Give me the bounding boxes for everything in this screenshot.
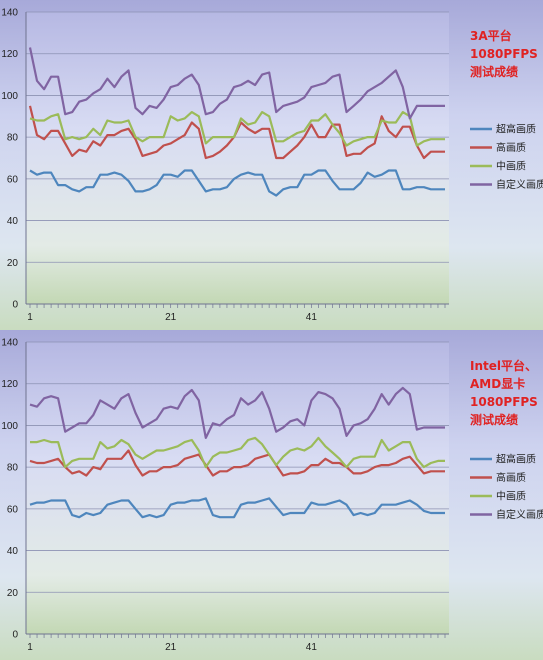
annotation-line: 测试成绩 [470,412,518,427]
y-tick-label: 20 [7,588,19,599]
y-tick-label: 100 [1,91,18,102]
annotation-line: 3A平台 [470,28,512,43]
y-tick-label: 120 [1,379,18,390]
annotation-line: 测试成绩 [470,64,518,79]
series-line-2 [30,436,445,469]
chart-top: 0 20 40 60 80 100 120 140 1 21 41 超高画质高画质中画质自定义画质 3A… [0,0,543,330]
y-tick-label: 0 [12,300,18,311]
series-line-0 [29,497,445,519]
series-line-3 [29,386,445,440]
legend-label: 超高画质 [496,453,536,466]
annotation-line: AMD显卡 [470,376,525,391]
legend-label: 高画质 [496,141,526,154]
annotation-line: 1080PFPS [470,395,538,409]
y-tick-label: 20 [7,258,19,269]
y-tick-label: 80 [7,463,19,474]
x-tick-label: 41 [306,642,318,653]
series-line-3 [28,47,445,120]
x-tick-label: 41 [306,312,318,323]
annotation-line: Intel平台、 [470,358,537,373]
y-tick-label: 140 [1,8,18,19]
y-tick-label: 140 [1,338,18,349]
y-tick-label: 0 [12,630,18,641]
legend-label: 中画质 [496,160,526,173]
x-tick-label: 21 [165,642,177,653]
series-line-2 [29,110,445,147]
legend-label: 超高画质 [496,123,536,136]
legend-label: 自定义画质 [496,508,543,521]
y-tick-label: 60 [7,504,19,515]
x-tick-label: 1 [27,312,33,323]
y-tick-label: 120 [1,49,18,60]
series-line-0 [29,169,445,197]
series-line-1 [29,449,445,477]
x-tick-label: 1 [27,642,33,653]
x-tick-label: 21 [165,312,177,323]
legend-label: 中画质 [496,490,526,503]
legend-label: 自定义画质 [496,178,543,191]
plot-area [26,342,449,634]
y-tick-label: 100 [1,421,18,432]
chart-bottom: 0 20 40 60 80 100 120 140 1 21 41 超高画质高画质中画质自定义画质 In… [0,330,543,660]
plot-area [26,12,449,304]
y-tick-label: 40 [7,216,19,227]
y-tick-label: 80 [7,133,19,144]
legend-label: 高画质 [496,471,526,484]
y-tick-label: 60 [7,174,19,185]
y-tick-label: 40 [7,546,19,557]
annotation-line: 1080PFPS [470,47,538,61]
